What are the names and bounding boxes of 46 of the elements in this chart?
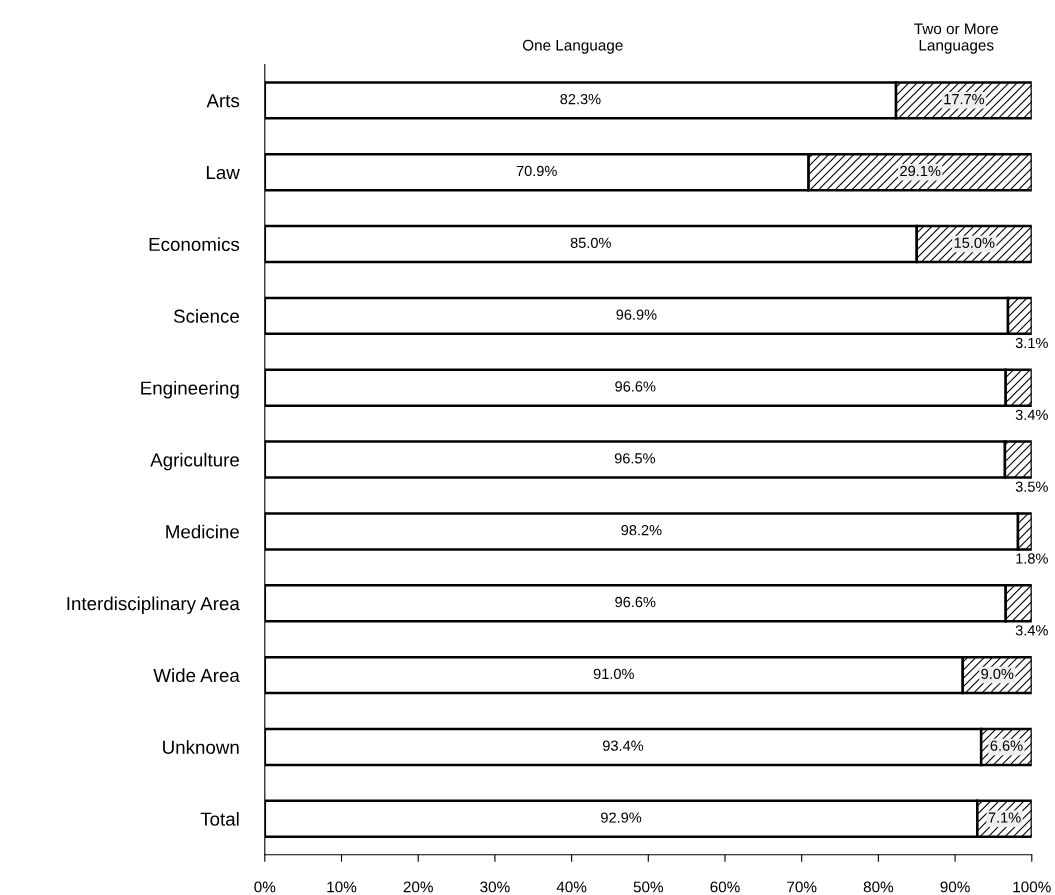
data-label: 96.6% — [615, 596, 656, 608]
y-tick-label: Science — [173, 309, 239, 323]
x-tick-label: 50% — [633, 881, 664, 893]
data-label: 3.5% — [1015, 481, 1048, 492]
data-label: 96.6% — [615, 381, 656, 392]
data-label: 98.2% — [621, 525, 662, 536]
data-label: 1.8% — [1016, 553, 1048, 564]
data-label: 3.4% — [1015, 625, 1048, 636]
data-label: 91.0% — [593, 668, 634, 680]
y-tick-label: Economics — [149, 237, 240, 252]
data-label: 82.3% — [560, 93, 601, 105]
data-label: 6.6% — [990, 740, 1023, 751]
x-tick-label: 30% — [480, 881, 510, 893]
y-tick-label: Total — [200, 812, 239, 826]
data-label: 7.1% — [988, 812, 1021, 823]
x-tick-label: 20% — [403, 881, 433, 893]
series-label: One Language — [522, 39, 623, 54]
data-label: 15.0% — [954, 237, 995, 248]
x-tick-label: 100% — [1013, 881, 1051, 893]
data-label: 93.4% — [603, 740, 644, 751]
x-tick-label: 70% — [787, 881, 817, 893]
y-tick-label: Agriculture — [150, 452, 239, 471]
y-tick-label: Unknown — [163, 740, 239, 754]
data-label: 92.9% — [601, 812, 642, 823]
data-label: 17.7% — [944, 94, 985, 105]
x-tick-label: 0% — [254, 881, 276, 893]
y-tick-label: Engineering — [141, 380, 239, 399]
x-tick-label: 90% — [940, 881, 970, 893]
x-tick-label: 40% — [556, 881, 587, 893]
y-tick-label: Arts — [206, 94, 240, 108]
y-tick-label: Medicine — [166, 524, 239, 539]
data-label: 96.9% — [616, 309, 657, 320]
x-tick-label: 80% — [863, 881, 894, 893]
data-label: 85.0% — [570, 237, 611, 248]
y-tick-label: Wide Area — [153, 668, 240, 683]
series-label: Two or More Languages — [914, 23, 999, 54]
data-label: 3.1% — [1015, 337, 1048, 349]
data-label: 3.4% — [1015, 409, 1048, 420]
data-label: 96.5% — [614, 453, 656, 464]
x-tick-label: 60% — [710, 881, 740, 893]
data-label: 9.0% — [981, 668, 1014, 680]
x-tick-label: 10% — [327, 881, 357, 893]
data-label: 29.1% — [900, 165, 941, 177]
y-tick-label: Law — [206, 166, 240, 180]
data-label: 70.9% — [516, 165, 557, 177]
y-tick-label: Interdisciplinary Area — [67, 596, 240, 614]
